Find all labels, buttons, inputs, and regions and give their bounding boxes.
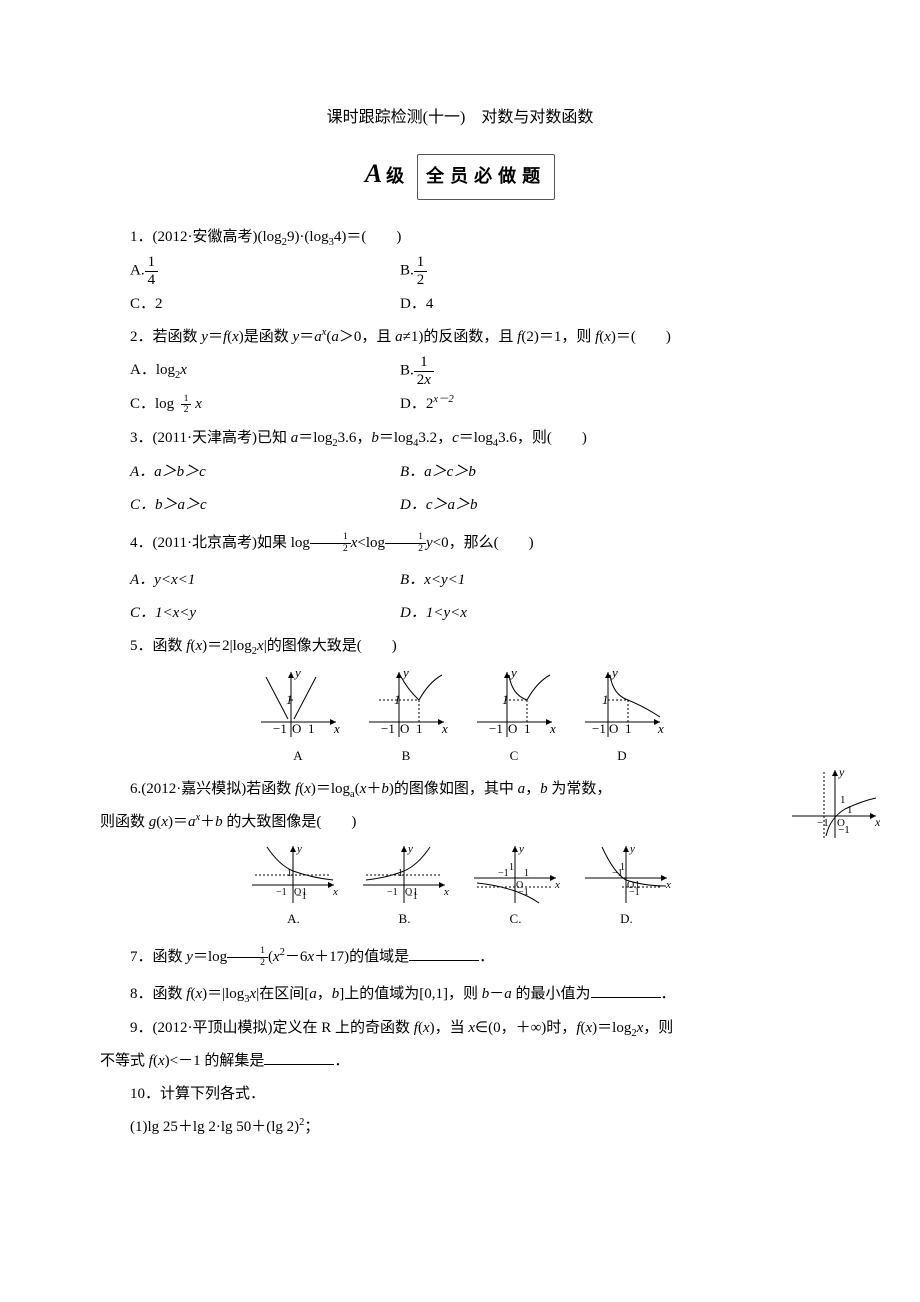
svg-text:x: x xyxy=(554,879,560,891)
svg-text:O: O xyxy=(508,721,517,736)
svg-text:−1: −1 xyxy=(592,721,606,736)
svg-text:x: x xyxy=(332,886,338,898)
svg-text:1: 1 xyxy=(416,721,423,736)
svg-text:−1: −1 xyxy=(629,887,640,898)
q4-stem: 4．(2011·北京高考)如果 log12x<log12y<0，那么( ) xyxy=(100,522,820,564)
svg-text:1: 1 xyxy=(524,868,529,879)
svg-text:−1: −1 xyxy=(387,887,398,898)
svg-text:x: x xyxy=(665,879,671,891)
q7-stem: 7．函数 y＝log12(x2－6x＋17)的值域是． xyxy=(100,936,820,978)
svg-text:1: 1 xyxy=(509,862,514,873)
svg-text:y: y xyxy=(296,843,302,855)
svg-text:O: O xyxy=(292,721,301,736)
q10-sub: (1)lg 25＋lg 2·lg 50＋(lg 2)2； xyxy=(100,1111,820,1144)
svg-text:−1: −1 xyxy=(817,817,829,829)
svg-text:−1: −1 xyxy=(381,721,395,736)
q2-opts-1: A．log2x B.12x xyxy=(100,354,820,388)
svg-text:x: x xyxy=(874,815,880,829)
svg-text:−1: −1 xyxy=(838,824,850,836)
q6-graphs: x y O 1−1 −1 1 A. x y O 1−1 −1 1 B. xyxy=(100,843,820,934)
q6-stem: 6.(2012·嘉兴模拟)若函数 f(x)＝loga(x＋b)的图像如图，其中 … xyxy=(100,772,820,806)
q1-opts-2: C．2 D．4 xyxy=(100,288,820,321)
level-box: 全员必做题 xyxy=(417,154,555,200)
q6-ref-figure: x y O 1 1 −1 −1 xyxy=(790,766,880,841)
q4-opts-1: A．y<x<1 B．x<y<1 xyxy=(100,564,820,597)
svg-text:1: 1 xyxy=(308,721,315,736)
q3-opts-1: A．a＞b＞c B．a＞c＞b xyxy=(100,456,820,489)
q9-stem-2: 不等式 f(x)<－1 的解集是． xyxy=(100,1045,820,1078)
svg-text:1: 1 xyxy=(524,721,531,736)
svg-text:y: y xyxy=(407,843,413,855)
q1-opts-1: A.14 B.12 xyxy=(100,254,820,288)
svg-text:1: 1 xyxy=(602,692,609,707)
svg-text:1: 1 xyxy=(398,868,403,879)
page-title: 课时跟踪检测(十一) 对数与对数函数 xyxy=(100,100,820,135)
svg-text:−1: −1 xyxy=(489,721,503,736)
svg-text:x: x xyxy=(441,721,448,736)
q5-stem: 5．函数 f(x)＝2|log2x|的图像大致是( ) xyxy=(100,630,820,663)
svg-text:y: y xyxy=(629,843,635,855)
svg-text:x: x xyxy=(443,886,449,898)
level-header: A级 全员必做题 xyxy=(100,145,820,202)
svg-text:y: y xyxy=(518,843,524,855)
svg-text:−1: −1 xyxy=(276,887,287,898)
svg-text:y: y xyxy=(509,667,517,680)
svg-text:−1: −1 xyxy=(296,891,307,902)
svg-text:y: y xyxy=(293,667,301,680)
svg-text:−1: −1 xyxy=(273,721,287,736)
q3-stem: 3．(2011·天津高考)已知 a＝log23.6，b＝log43.2，c＝lo… xyxy=(100,421,820,455)
svg-text:x: x xyxy=(333,721,340,736)
level-A: A xyxy=(365,159,386,188)
svg-text:−1: −1 xyxy=(498,868,509,879)
svg-text:y: y xyxy=(838,766,845,779)
svg-text:x: x xyxy=(549,721,556,736)
q3-opts-2: C．b＞a＞c D．c＞a＞b xyxy=(100,489,820,522)
svg-text:x: x xyxy=(657,721,664,736)
svg-text:O: O xyxy=(609,721,618,736)
q4-opts-2: C．1<x<y D．1<y<x xyxy=(100,597,820,630)
svg-text:−1: −1 xyxy=(407,891,418,902)
q6-stem-2: 则函数 g(x)＝ax＋b 的大致图像是( ) xyxy=(100,806,820,839)
svg-text:y: y xyxy=(610,667,618,680)
svg-text:1: 1 xyxy=(625,721,632,736)
q9-stem: 9．(2012·平顶山模拟)定义在 R 上的奇函数 f(x)，当 x∈(0，＋∞… xyxy=(100,1011,820,1045)
q8-stem: 8．函数 f(x)＝|log3x|在区间[a，b]上的值域为[0,1]，则 b－… xyxy=(100,978,820,1011)
level-ji: 级 xyxy=(386,166,408,186)
q2-opts-2: C．log 12 x D．2x－2 xyxy=(100,388,820,421)
svg-text:1: 1 xyxy=(620,862,625,873)
q10-stem: 10．计算下列各式． xyxy=(100,1078,820,1111)
svg-text:1: 1 xyxy=(840,794,846,806)
q1-stem: 1．(2012·安徽高考)(log29)·(log34)＝( ) xyxy=(100,220,820,254)
q5-graphs: 1 −11O xy A 1 −11O xy B 1 xyxy=(100,667,820,771)
svg-text:O: O xyxy=(400,721,409,736)
q2-stem: 2．若函数 y＝f(x)是函数 y＝ax(a＞0，且 a≠1)的反函数，且 f(… xyxy=(100,321,820,354)
